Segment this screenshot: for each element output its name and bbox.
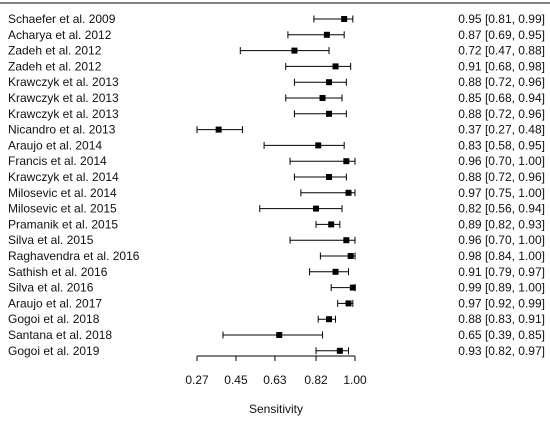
study-row: Krawczyk et al. 2013 0.88 [0.72, 0.96] — [8, 75, 545, 89]
ci-value-text: 0.89 [0.82, 0.93] — [458, 217, 545, 231]
x-tick-label: 1.00 — [343, 373, 367, 387]
study-row: Schaefer et al. 2009 0.95 [0.81, 0.99] — [8, 12, 545, 26]
study-row: Pramanik et al. 2015 0.89 [0.82, 0.93] — [8, 217, 545, 231]
point-estimate-marker — [343, 237, 350, 244]
ci-value-text: 0.83 [0.58, 0.95] — [458, 138, 545, 152]
ci-value-text: 0.99 [0.89, 1.00] — [458, 281, 545, 295]
study-label: Raghavendra et al. 2016 — [8, 249, 140, 263]
ci-value-text: 0.88 [0.72, 0.96] — [458, 107, 545, 121]
point-estimate-marker — [291, 47, 298, 54]
point-estimate-marker — [343, 158, 350, 165]
ci-value-text: 0.85 [0.68, 0.94] — [458, 91, 545, 105]
study-label: Gogoi et al. 2018 — [8, 312, 100, 326]
point-estimate-marker — [345, 300, 352, 307]
ci-value-text: 0.91 [0.79, 0.97] — [458, 265, 545, 279]
study-label: Pramanik et al. 2015 — [8, 217, 118, 231]
study-label: Santana et al. 2018 — [8, 328, 112, 342]
study-label: Acharya et al. 2012 — [8, 28, 112, 42]
ci-value-text: 0.95 [0.81, 0.99] — [458, 12, 545, 26]
ci-value-text: 0.91 [0.68, 0.98] — [458, 59, 545, 73]
study-row: Krawczyk et al. 2013 0.85 [0.68, 0.94] — [8, 91, 545, 105]
ci-value-text: 0.82 [0.56, 0.94] — [458, 202, 545, 216]
study-row: Araujo et al. 2014 0.83 [0.58, 0.95] — [8, 138, 545, 152]
point-estimate-marker — [326, 174, 333, 180]
study-label: Schaefer et al. 2009 — [8, 12, 116, 26]
study-row: Gogoi et al. 2019 0.93 [0.82, 0.97] — [8, 344, 545, 358]
point-estimate-marker — [326, 79, 333, 86]
study-row: Zadeh et al. 2012 0.72 [0.47, 0.88] — [8, 44, 545, 58]
study-row: Santana et al. 2018 0.65 [0.39, 0.85] — [8, 328, 545, 342]
ci-value-text: 0.87 [0.69, 0.95] — [458, 28, 545, 42]
study-row: Silva et al. 2016 0.99 [0.89, 1.00] — [8, 281, 545, 295]
point-estimate-marker — [349, 284, 356, 291]
x-tick-label: 0.63 — [263, 373, 287, 387]
study-row: Araujo et al. 2017 0.97 [0.92, 0.99] — [8, 296, 545, 310]
point-estimate-marker — [315, 142, 322, 149]
ci-value-text: 0.96 [0.70, 1.00] — [458, 154, 545, 168]
point-estimate-marker — [345, 189, 352, 196]
study-row: Francis et al. 2014 0.96 [0.70, 1.00] — [8, 154, 545, 168]
ci-value-text: 0.65 [0.39, 0.85] — [458, 328, 545, 342]
point-estimate-marker — [336, 347, 343, 354]
ci-value-text: 0.88 [0.72, 0.96] — [458, 75, 545, 89]
point-estimate-marker — [347, 253, 354, 259]
point-estimate-marker — [323, 31, 330, 38]
study-rows: Schaefer et al. 2009 0.95 [0.81, 0.99] Ach… — [8, 12, 545, 358]
ci-value-text: 0.93 [0.82, 0.97] — [458, 344, 545, 358]
study-label: Silva et al. 2016 — [8, 281, 94, 295]
study-row: Krawczyk et al. 2013 0.88 [0.72, 0.96] — [8, 107, 545, 121]
study-label: Nicandro et al. 2013 — [8, 123, 116, 137]
ci-value-text: 0.88 [0.83, 0.91] — [458, 312, 545, 326]
study-label: Silva et al. 2015 — [8, 233, 94, 247]
x-axis: 0.27 0.45 0.63 0.82 1.00 — [185, 355, 367, 387]
study-row: Sathish et al. 2016 0.91 [0.79, 0.97] — [8, 265, 545, 279]
ci-value-text: 0.72 [0.47, 0.88] — [458, 44, 545, 58]
study-row: Krawczyk et al. 2014 0.88 [0.72, 0.96] — [8, 170, 545, 184]
ci-value-text: 0.96 [0.70, 1.00] — [458, 233, 545, 247]
point-estimate-marker — [276, 332, 283, 338]
ci-value-text: 0.97 [0.92, 0.99] — [458, 296, 545, 310]
study-label: Krawczyk et al. 2013 — [8, 91, 119, 105]
study-row: Raghavendra et al. 2016 0.98 [0.84, 1.00] — [8, 249, 545, 263]
point-estimate-marker — [328, 221, 335, 228]
study-label: Krawczyk et al. 2013 — [8, 75, 119, 89]
point-estimate-marker — [332, 268, 339, 275]
study-label: Milosevic et al. 2015 — [8, 202, 117, 216]
study-row: Nicandro et al. 2013 0.37 [0.27, 0.48] — [8, 123, 545, 137]
study-row: Milosevic et al. 2015 0.82 [0.56, 0.94] — [8, 202, 545, 216]
study-label: Zadeh et al. 2012 — [8, 59, 102, 73]
study-label: Krawczyk et al. 2013 — [8, 107, 119, 121]
point-estimate-marker — [332, 63, 339, 70]
study-label: Gogoi et al. 2019 — [8, 344, 100, 358]
point-estimate-marker — [215, 126, 222, 133]
point-estimate-marker — [313, 205, 320, 212]
study-row: Acharya et al. 2012 0.87 [0.69, 0.95] — [8, 28, 545, 42]
point-estimate-marker — [326, 316, 333, 323]
x-axis-title: Sensitivity — [249, 402, 303, 416]
study-label: Krawczyk et al. 2014 — [8, 170, 119, 184]
study-label: Araujo et al. 2014 — [8, 138, 102, 152]
ci-value-text: 0.98 [0.84, 1.00] — [458, 249, 545, 263]
study-row: Silva et al. 2015 0.96 [0.70, 1.00] — [8, 233, 545, 247]
study-label: Araujo et al. 2017 — [8, 296, 102, 310]
ci-value-text: 0.97 [0.75, 1.00] — [458, 186, 545, 200]
ci-value-text: 0.37 [0.27, 0.48] — [458, 123, 545, 137]
x-tick-label: 0.27 — [185, 373, 209, 387]
study-row: Milosevic et al. 2014 0.97 [0.75, 1.00] — [8, 186, 545, 200]
study-label: Francis et al. 2014 — [8, 154, 107, 168]
study-label: Zadeh et al. 2012 — [8, 44, 102, 58]
ci-value-text: 0.88 [0.72, 0.96] — [458, 170, 545, 184]
study-label: Milosevic et al. 2014 — [8, 186, 117, 200]
point-estimate-marker — [326, 110, 333, 117]
study-row: Zadeh et al. 2012 0.91 [0.68, 0.98] — [8, 59, 545, 73]
point-estimate-marker — [319, 95, 326, 101]
x-tick-label: 0.45 — [224, 373, 248, 387]
x-tick-label: 0.82 — [304, 373, 328, 387]
point-estimate-marker — [341, 16, 348, 22]
study-label: Sathish et al. 2016 — [8, 265, 108, 279]
study-row: Gogoi et al. 2018 0.88 [0.83, 0.91] — [8, 312, 545, 326]
